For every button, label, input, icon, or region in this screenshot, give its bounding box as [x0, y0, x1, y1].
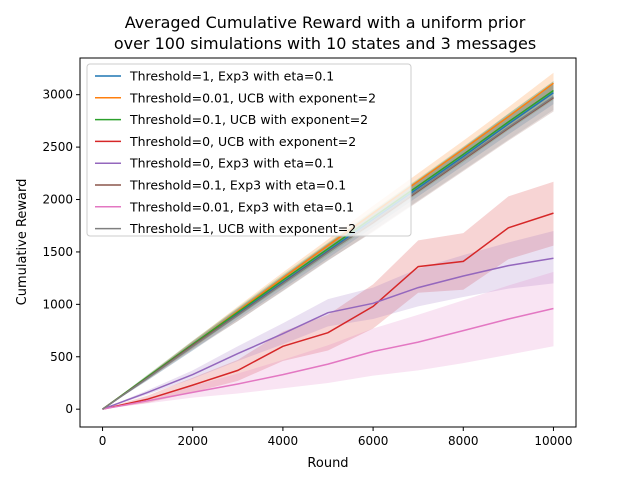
confidence-band-1 — [102, 72, 554, 410]
x-axis-label: Round — [307, 456, 348, 471]
series-line-6 — [102, 307, 554, 410]
legend-label-0: Threshold=1, Exp3 with eta=0.1 — [129, 69, 334, 84]
y-tick-label: 1000 — [42, 297, 73, 311]
x-tick-label: 6000 — [358, 434, 389, 448]
confidence-band-3 — [102, 181, 554, 410]
y-tick-label: 0 — [65, 402, 73, 416]
x-tick-label: 2000 — [177, 434, 208, 448]
y-tick-label: 3000 — [42, 88, 73, 102]
legend-box — [86, 63, 412, 237]
series-line-4 — [102, 257, 554, 410]
series-line-3 — [102, 212, 554, 410]
y-tick-label: 500 — [50, 350, 73, 364]
x-axis: 0 2000 4000 6000 8000 10000 — [99, 427, 573, 448]
confidence-band-6 — [102, 271, 554, 410]
y-tick-label: 2500 — [42, 140, 73, 154]
chart-title-line-1: Averaged Cumulative Reward with a unifor… — [125, 13, 526, 32]
y-tick-label: 1500 — [42, 245, 73, 259]
legend-label-7: Threshold=1, UCB with exponent=2 — [129, 221, 356, 236]
series-lines — [102, 82, 554, 410]
legend-label-5: Threshold=0.1, Exp3 with eta=0.1 — [129, 178, 346, 193]
x-tick-label: 10000 — [534, 434, 572, 448]
legend-label-3: Threshold=0, UCB with exponent=2 — [129, 134, 356, 149]
legend-label-6: Threshold=0.01, Exp3 with eta=0.1 — [129, 199, 354, 214]
y-axis-label: Cumulative Reward — [15, 179, 30, 306]
x-tick-label: 4000 — [268, 434, 299, 448]
y-axis: 0 500 1000 1500 2000 2500 3000 — [42, 88, 80, 416]
series-line-2 — [102, 89, 554, 410]
chart-title-line-2: over 100 simulations with 10 states and … — [114, 34, 536, 53]
y-tick-label: 2000 — [42, 193, 73, 207]
x-tick-label: 0 — [99, 434, 107, 448]
legend-label-1: Threshold=0.01, UCB with exponent=2 — [129, 90, 376, 105]
series-line-7 — [102, 96, 554, 410]
legend: Threshold=1, Exp3 with eta=0.1 Threshold=… — [86, 63, 412, 237]
x-tick-label: 8000 — [448, 434, 479, 448]
legend-label-2: Threshold=0.1, UCB with exponent=2 — [129, 112, 368, 127]
legend-label-4: Threshold=0, Exp3 with eta=0.1 — [129, 156, 334, 171]
plot-frame — [79, 57, 577, 428]
